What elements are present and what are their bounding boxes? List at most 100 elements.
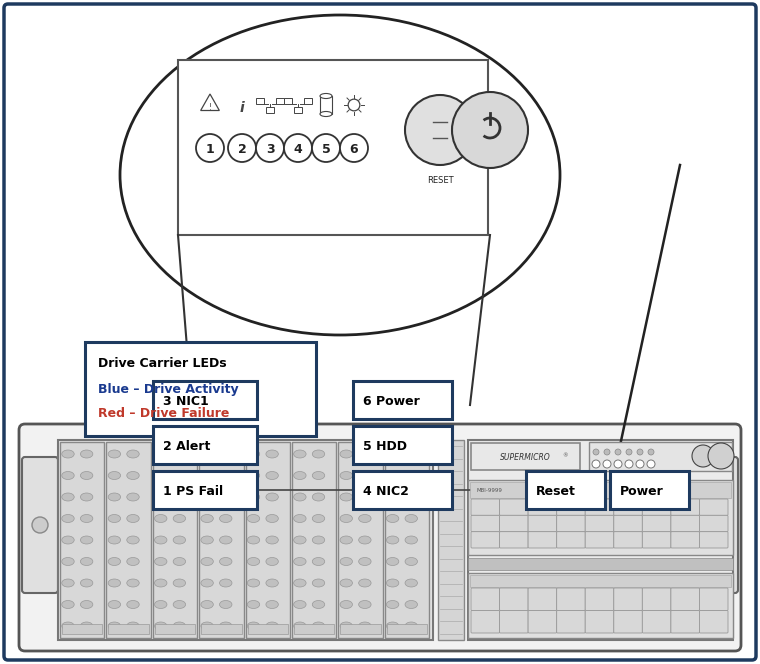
Circle shape: [708, 443, 734, 469]
Bar: [266, 107, 274, 113]
Ellipse shape: [266, 515, 278, 523]
Ellipse shape: [81, 558, 93, 566]
Ellipse shape: [220, 493, 232, 501]
Ellipse shape: [81, 536, 93, 544]
Bar: [62, 624, 103, 634]
Ellipse shape: [359, 450, 371, 458]
FancyBboxPatch shape: [556, 588, 585, 610]
FancyBboxPatch shape: [671, 515, 699, 532]
FancyBboxPatch shape: [153, 471, 257, 509]
Ellipse shape: [127, 450, 139, 458]
FancyBboxPatch shape: [499, 610, 528, 633]
Ellipse shape: [340, 558, 353, 566]
Ellipse shape: [173, 622, 185, 630]
FancyBboxPatch shape: [671, 499, 699, 515]
Ellipse shape: [154, 450, 167, 458]
Text: Drive Carrier LEDs: Drive Carrier LEDs: [98, 357, 226, 369]
FancyBboxPatch shape: [699, 499, 728, 515]
Circle shape: [716, 451, 726, 461]
Circle shape: [196, 134, 224, 162]
FancyBboxPatch shape: [153, 381, 257, 419]
Ellipse shape: [386, 536, 399, 544]
Ellipse shape: [340, 450, 353, 458]
Circle shape: [405, 95, 475, 165]
Ellipse shape: [405, 450, 417, 458]
Ellipse shape: [405, 536, 417, 544]
Ellipse shape: [247, 493, 260, 501]
FancyBboxPatch shape: [614, 499, 642, 515]
Ellipse shape: [127, 515, 139, 523]
Bar: [387, 624, 427, 634]
Text: 2 Alert: 2 Alert: [163, 440, 211, 452]
Circle shape: [648, 449, 654, 455]
Ellipse shape: [386, 622, 399, 630]
Ellipse shape: [154, 493, 167, 501]
Bar: [178, 60, 488, 235]
Circle shape: [692, 445, 714, 467]
Ellipse shape: [154, 536, 167, 544]
Circle shape: [468, 108, 512, 152]
Ellipse shape: [220, 558, 232, 566]
FancyBboxPatch shape: [471, 443, 580, 470]
Ellipse shape: [266, 579, 278, 587]
Ellipse shape: [405, 558, 417, 566]
Ellipse shape: [201, 579, 214, 587]
Text: 3: 3: [266, 143, 274, 155]
Ellipse shape: [201, 558, 214, 566]
Ellipse shape: [201, 493, 214, 501]
Ellipse shape: [220, 579, 232, 587]
Ellipse shape: [247, 600, 260, 608]
Bar: [155, 624, 195, 634]
Ellipse shape: [220, 515, 232, 523]
Ellipse shape: [127, 536, 139, 544]
Bar: [470, 575, 731, 587]
Bar: [294, 624, 334, 634]
Ellipse shape: [386, 558, 399, 566]
Bar: [201, 624, 242, 634]
Ellipse shape: [266, 450, 278, 458]
Circle shape: [312, 134, 340, 162]
FancyBboxPatch shape: [585, 499, 614, 515]
Text: Red – Drive Failure: Red – Drive Failure: [98, 406, 230, 420]
Ellipse shape: [62, 600, 74, 608]
Text: i: i: [239, 101, 245, 115]
Ellipse shape: [127, 558, 139, 566]
Circle shape: [256, 134, 284, 162]
FancyBboxPatch shape: [585, 515, 614, 532]
Circle shape: [593, 449, 599, 455]
Ellipse shape: [340, 600, 353, 608]
Circle shape: [228, 134, 256, 162]
Ellipse shape: [320, 112, 332, 116]
Ellipse shape: [359, 493, 371, 501]
FancyBboxPatch shape: [614, 515, 642, 532]
Ellipse shape: [62, 515, 74, 523]
FancyBboxPatch shape: [699, 588, 728, 610]
Ellipse shape: [81, 471, 93, 479]
Ellipse shape: [405, 579, 417, 587]
Bar: [109, 624, 149, 634]
FancyBboxPatch shape: [471, 610, 499, 633]
Ellipse shape: [173, 493, 185, 501]
Ellipse shape: [340, 536, 353, 544]
Ellipse shape: [312, 450, 325, 458]
FancyBboxPatch shape: [614, 610, 642, 633]
FancyBboxPatch shape: [471, 588, 499, 610]
Ellipse shape: [201, 536, 214, 544]
FancyBboxPatch shape: [526, 471, 605, 509]
FancyBboxPatch shape: [19, 424, 741, 651]
FancyBboxPatch shape: [499, 515, 528, 532]
Bar: [106, 442, 150, 638]
Bar: [338, 442, 382, 638]
Circle shape: [647, 460, 655, 468]
Ellipse shape: [386, 450, 399, 458]
Bar: [468, 558, 733, 570]
Ellipse shape: [293, 471, 306, 479]
FancyBboxPatch shape: [556, 532, 585, 548]
Ellipse shape: [108, 536, 121, 544]
Ellipse shape: [359, 622, 371, 630]
FancyBboxPatch shape: [353, 381, 452, 419]
Ellipse shape: [293, 558, 306, 566]
Ellipse shape: [340, 471, 353, 479]
Ellipse shape: [312, 515, 325, 523]
FancyBboxPatch shape: [585, 610, 614, 633]
